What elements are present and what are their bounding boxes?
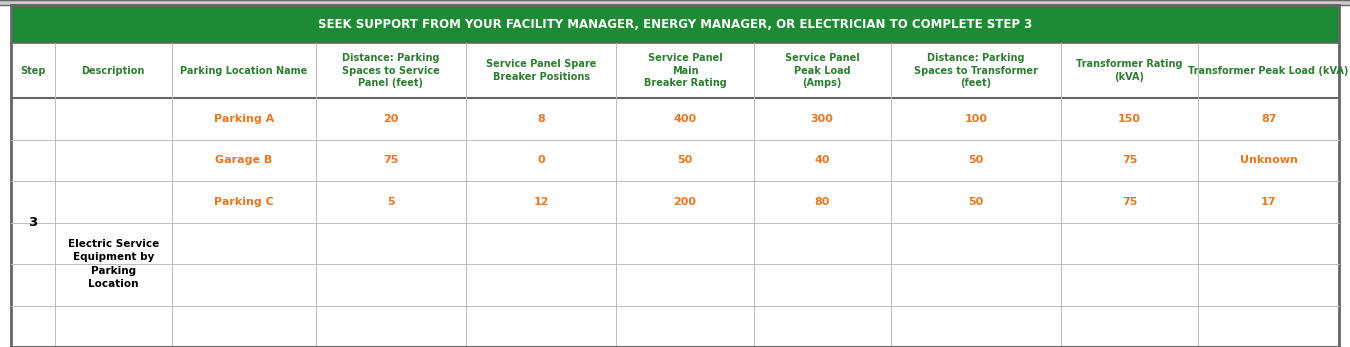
Text: 3: 3 xyxy=(28,216,38,229)
Text: Service Panel Spare
Breaker Positions: Service Panel Spare Breaker Positions xyxy=(486,59,597,82)
Text: Electric Service
Equipment by
Parking
Location: Electric Service Equipment by Parking Lo… xyxy=(68,239,159,289)
Text: 20: 20 xyxy=(383,114,398,124)
Text: 100: 100 xyxy=(964,114,987,124)
Text: Step: Step xyxy=(20,66,46,76)
Bar xyxy=(11,43,1339,98)
Text: 17: 17 xyxy=(1261,197,1276,207)
Text: 150: 150 xyxy=(1118,114,1141,124)
Text: Unknown: Unknown xyxy=(1239,155,1297,165)
Text: Transformer Rating
(kVA): Transformer Rating (kVA) xyxy=(1076,59,1183,82)
Text: 87: 87 xyxy=(1261,114,1276,124)
Text: Garage B: Garage B xyxy=(215,155,273,165)
Text: 200: 200 xyxy=(674,197,697,207)
Text: 50: 50 xyxy=(678,155,693,165)
Text: Parking A: Parking A xyxy=(213,114,274,124)
Text: Distance: Parking
Spaces to Transformer
(feet): Distance: Parking Spaces to Transformer … xyxy=(914,53,1038,88)
Text: 300: 300 xyxy=(810,114,833,124)
Text: 50: 50 xyxy=(968,155,983,165)
Text: Service Panel
Main
Breaker Rating: Service Panel Main Breaker Rating xyxy=(644,53,726,88)
Text: 12: 12 xyxy=(533,197,549,207)
Text: Distance: Parking
Spaces to Service
Panel (feet): Distance: Parking Spaces to Service Pane… xyxy=(342,53,440,88)
Text: 80: 80 xyxy=(814,197,830,207)
Text: 0: 0 xyxy=(537,155,545,165)
Bar xyxy=(11,98,1339,347)
Text: Service Panel
Peak Load
(Amps): Service Panel Peak Load (Amps) xyxy=(784,53,860,88)
Text: 40: 40 xyxy=(814,155,830,165)
Text: Description: Description xyxy=(81,66,144,76)
Bar xyxy=(11,5,1339,43)
Bar xyxy=(0,0,1350,5)
Text: 75: 75 xyxy=(383,155,398,165)
Text: Parking Location Name: Parking Location Name xyxy=(180,66,308,76)
Text: Parking C: Parking C xyxy=(213,197,274,207)
Text: Transformer Peak Load (kVA): Transformer Peak Load (kVA) xyxy=(1188,66,1349,76)
Text: 75: 75 xyxy=(1122,197,1137,207)
Text: 50: 50 xyxy=(968,197,983,207)
Text: 75: 75 xyxy=(1122,155,1137,165)
Text: 8: 8 xyxy=(537,114,545,124)
Text: 5: 5 xyxy=(387,197,394,207)
Text: SEEK SUPPORT FROM YOUR FACILITY MANAGER, ENERGY MANAGER, OR ELECTRICIAN TO COMPL: SEEK SUPPORT FROM YOUR FACILITY MANAGER,… xyxy=(317,17,1033,31)
Text: 400: 400 xyxy=(674,114,697,124)
